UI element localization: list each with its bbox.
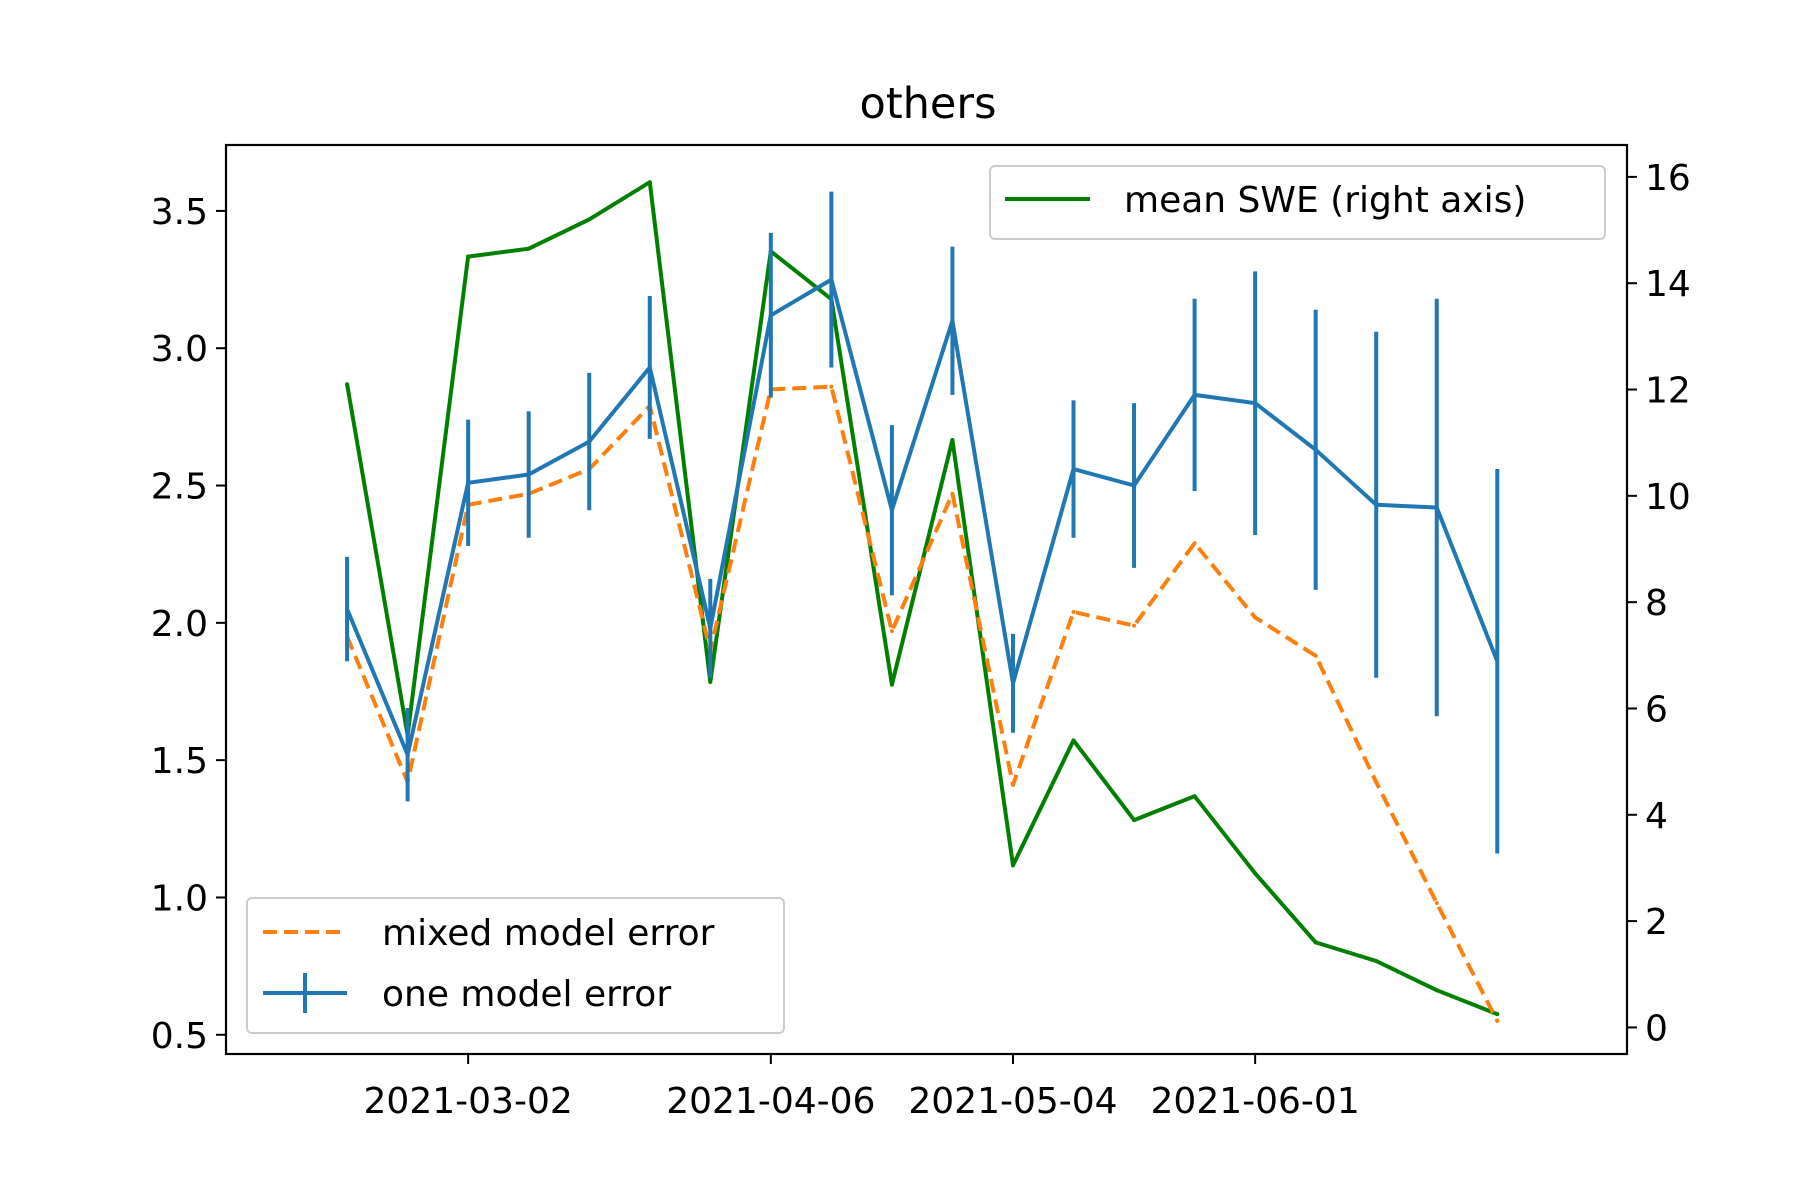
y2-tick-label-3: 6 xyxy=(1645,689,1668,730)
series-2-point-8 xyxy=(829,277,834,282)
y-tick-label-3: 2.0 xyxy=(151,604,208,645)
y2-tick-label-0: 0 xyxy=(1645,1008,1668,1049)
series-2-point-16 xyxy=(1313,447,1318,452)
series-2-point-11 xyxy=(1011,681,1015,686)
series-0-point-14 xyxy=(1192,794,1197,799)
series-0-point-9 xyxy=(889,682,894,687)
series-2-point-10 xyxy=(950,318,955,323)
series-1-point-10 xyxy=(950,491,955,496)
plot-frame xyxy=(224,143,1629,1056)
series-0-point-15 xyxy=(1253,871,1258,876)
series-2-point-5 xyxy=(647,365,652,370)
y-tick-label-6: 3.5 xyxy=(151,192,208,233)
y2-tick-label-5: 10 xyxy=(1645,477,1691,518)
y-tick-label-2: 1.5 xyxy=(151,741,208,782)
y-tick-label-0: 0.5 xyxy=(151,1016,208,1057)
series-1-point-17 xyxy=(1374,780,1379,785)
series-0-point-19 xyxy=(1495,1012,1500,1017)
series-1-point-11 xyxy=(1011,782,1015,787)
y2-tick-label-2: 4 xyxy=(1645,796,1668,837)
series-2-point-18 xyxy=(1434,505,1439,510)
legend-label-one: one model error xyxy=(382,974,671,1015)
series-2-point-12 xyxy=(1071,467,1076,472)
series-2-point-4 xyxy=(587,439,592,444)
series-2-point-13 xyxy=(1132,483,1137,488)
series-0-point-13 xyxy=(1132,818,1137,823)
legend-top-right: mean SWE (right axis) xyxy=(989,165,1606,240)
series-2-point-3 xyxy=(526,472,531,477)
series-0-point-10 xyxy=(950,438,955,442)
series-1-point-13 xyxy=(1132,623,1137,628)
series-2-point-15 xyxy=(1253,401,1258,406)
legend-bottom-left: mixed model error one model error xyxy=(246,897,785,1034)
legend-label-mixed: mixed model error xyxy=(382,913,715,954)
y2-tick-label-8: 16 xyxy=(1645,158,1691,199)
series-line-1 xyxy=(345,384,1500,1022)
series-1-point-15 xyxy=(1253,615,1258,620)
series-0-point-12 xyxy=(1071,738,1076,743)
x-tick-label-2: 2021-05-04 xyxy=(908,1081,1117,1122)
legend-label-swe: mean SWE (right axis) xyxy=(1124,180,1526,221)
series-0-point-16 xyxy=(1313,940,1318,945)
series-0-point-2 xyxy=(466,254,471,259)
y2-tick-label-6: 12 xyxy=(1645,371,1691,412)
series-0-point-5 xyxy=(647,180,652,185)
series-1-point-19 xyxy=(1495,1019,1500,1023)
series-1-point-8 xyxy=(829,384,834,389)
series-2-point-2 xyxy=(466,480,471,485)
series-2-point-7 xyxy=(768,313,773,318)
legend-box-swe xyxy=(989,165,1606,240)
chart-title: others xyxy=(860,79,997,129)
series-1-point-18 xyxy=(1434,901,1439,905)
series-2-point-0 xyxy=(345,607,350,612)
series-2-point-6 xyxy=(708,626,713,631)
series-0-point-6 xyxy=(708,679,713,684)
series-0-point-0 xyxy=(345,382,350,387)
x-tick-label-0: 2021-03-02 xyxy=(364,1081,573,1122)
y-tick-label-5: 3.0 xyxy=(151,329,208,370)
x-tick-label-3: 2021-06-01 xyxy=(1151,1081,1360,1122)
series-0-point-3 xyxy=(526,246,531,251)
series-0-point-11 xyxy=(1011,863,1015,868)
y2-tick-label-7: 14 xyxy=(1645,264,1691,305)
y-tick-label-1: 1.0 xyxy=(151,878,208,919)
legend-box-errors xyxy=(246,897,785,1034)
y2-tick-label-1: 2 xyxy=(1645,902,1668,943)
series-0-point-18 xyxy=(1434,988,1439,993)
y-tick-label-4: 2.5 xyxy=(151,467,208,508)
series-1-point-9 xyxy=(889,629,894,634)
series-1-point-16 xyxy=(1313,653,1318,658)
series-0-point-4 xyxy=(587,217,592,222)
series-1-point-12 xyxy=(1071,609,1076,614)
series-2-point-17 xyxy=(1374,502,1379,507)
series-2-point-1 xyxy=(405,752,410,757)
series-line-2 xyxy=(345,277,1500,757)
series-2-point-14 xyxy=(1192,392,1197,397)
y2-tick-label-4: 8 xyxy=(1645,583,1668,624)
x-tick-label-1: 2021-04-06 xyxy=(666,1081,875,1122)
series-2-point-9 xyxy=(889,508,894,513)
series-0-point-17 xyxy=(1374,959,1379,963)
series-1-point-14 xyxy=(1192,541,1197,546)
series-2-point-19 xyxy=(1495,659,1500,664)
